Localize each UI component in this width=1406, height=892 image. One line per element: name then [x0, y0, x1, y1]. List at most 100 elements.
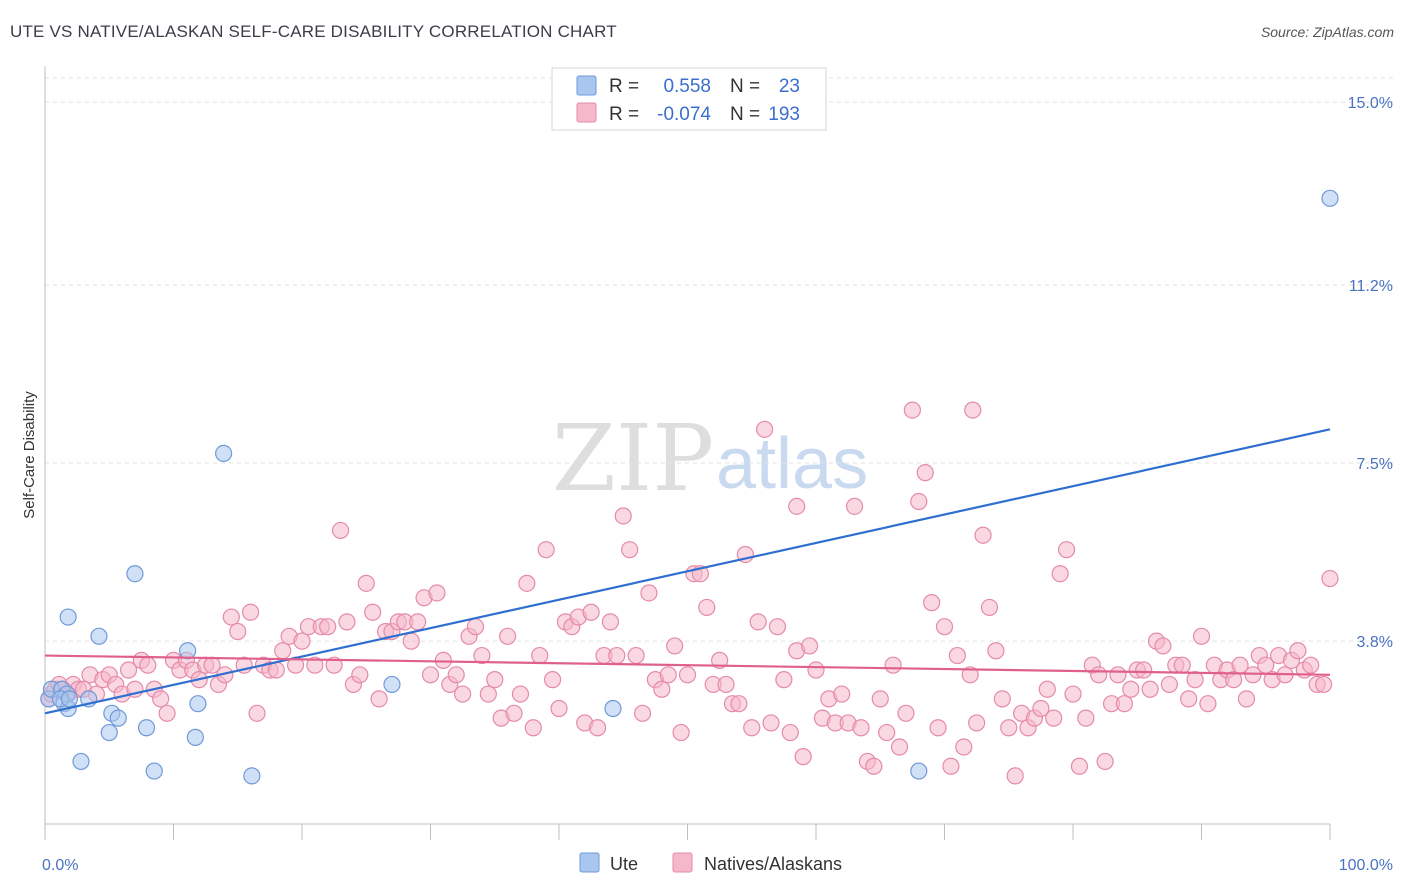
natives-point-69	[466, 618, 485, 636]
x-tick-label-end: 100.0%	[1339, 857, 1393, 874]
natives-point-140	[923, 594, 941, 612]
natives-point-150	[987, 642, 1005, 660]
natives-point-110	[730, 695, 748, 713]
natives-point-78	[524, 719, 542, 737]
ute-point-11	[100, 723, 118, 742]
natives-point-199	[1302, 656, 1320, 674]
natives-point-21	[158, 704, 176, 722]
natives-point-138	[910, 492, 928, 511]
natives-point-202	[1321, 569, 1339, 588]
legend-n-value-natives: 193	[768, 104, 800, 125]
natives-point-67	[454, 685, 472, 703]
watermark-zip: ZIP	[552, 405, 714, 512]
natives-point-173	[1135, 661, 1153, 679]
natives-point-75	[505, 704, 523, 722]
natives-point-98	[653, 680, 671, 698]
top-legend: R = 0.558 N = 23 R = -0.074 N = 193	[551, 67, 827, 131]
legend-swatch-ute	[576, 75, 597, 96]
natives-point-148	[974, 526, 992, 544]
bottom-legend-label-ute: Ute	[610, 854, 638, 874]
natives-point-60	[409, 613, 427, 631]
natives-point-158	[1038, 680, 1056, 698]
x-tick-label-start: 0.0%	[42, 857, 78, 874]
ute-point-13	[109, 709, 127, 727]
tick-labels: 3.8% 7.5% 11.2% 15.0% 0.0% 100.0%	[42, 95, 1393, 874]
natives-point-96	[640, 584, 658, 602]
natives-point-82	[550, 699, 568, 718]
ute-trend-line	[44, 428, 1331, 715]
ute-point-10	[90, 627, 108, 645]
natives-point-174	[1141, 680, 1159, 698]
ute-point-17	[179, 642, 197, 660]
natives-point-176	[1154, 637, 1172, 655]
natives-point-167	[1096, 752, 1114, 771]
natives-point-39	[274, 642, 292, 660]
watermark: ZIP atlas	[552, 405, 868, 512]
natives-point-48	[331, 521, 350, 540]
bottom-legend: Ute Natives/Alaskans	[579, 852, 842, 874]
natives-point-107	[711, 651, 729, 669]
ute-point-9	[59, 608, 77, 626]
y-tick-label-3: 15.0%	[1348, 95, 1393, 112]
natives-point-121	[800, 637, 819, 655]
natives-point-74	[499, 627, 517, 645]
natives-point-170	[1115, 695, 1134, 713]
natives-point-169	[1109, 666, 1127, 684]
natives-point-99	[659, 666, 677, 684]
natives-point-161	[1057, 541, 1076, 559]
natives-point-72	[486, 671, 504, 689]
natives-point-93	[621, 541, 639, 559]
natives-point-18	[139, 656, 157, 674]
natives-point-117	[775, 671, 793, 689]
natives-point-112	[743, 719, 761, 737]
natives-point-141	[929, 719, 947, 737]
trend-layer	[44, 428, 1331, 715]
natives-point-114	[755, 420, 774, 438]
natives-point-80	[537, 541, 555, 559]
ute-point-26	[72, 752, 90, 771]
legend-r-label-ute: R =	[609, 76, 639, 97]
natives-point-120	[794, 748, 812, 766]
ute-point-14	[126, 565, 144, 583]
natives-point-59	[402, 632, 420, 650]
natives-point-35	[248, 704, 266, 722]
natives-point-129	[852, 719, 870, 737]
legend-swatch-natives	[576, 102, 597, 123]
legend-n-value-ute: 23	[779, 76, 800, 97]
ute-point-7	[60, 690, 79, 708]
natives-point-116	[768, 618, 787, 636]
natives-point-145	[955, 738, 973, 756]
series-ute	[40, 189, 1339, 785]
ute-point-23	[604, 699, 622, 718]
natives-point-44	[306, 656, 324, 674]
natives-point-143	[942, 757, 960, 775]
natives-point-118	[781, 723, 799, 742]
natives-point-94	[627, 646, 645, 665]
ute-point-21	[243, 767, 261, 785]
natives-point-62	[421, 666, 440, 684]
natives-point-164	[1077, 709, 1095, 727]
natives-point-166	[1090, 666, 1108, 684]
grid-lines	[45, 77, 1395, 642]
natives-point-177	[1160, 675, 1178, 694]
natives-point-181	[1186, 671, 1204, 689]
y-tick-label-0: 3.8%	[1357, 634, 1393, 651]
legend-r-label-natives: R =	[609, 104, 639, 125]
natives-point-81	[543, 671, 562, 689]
natives-point-134	[884, 656, 902, 674]
natives-point-66	[447, 666, 465, 684]
legend-box	[551, 67, 827, 131]
natives-point-160	[1051, 565, 1069, 583]
y-tick-label-1: 7.5%	[1357, 456, 1393, 473]
natives-point-197	[1289, 642, 1307, 660]
ute-point-24	[910, 762, 928, 780]
natives-point-88	[588, 719, 607, 737]
natives-point-87	[582, 603, 600, 621]
watermark-atlas: atlas	[716, 424, 868, 504]
natives-point-70	[473, 646, 491, 665]
natives-point-132	[871, 690, 889, 708]
bottom-legend-label-natives: Natives/Alaskans	[704, 854, 842, 874]
source-label: Source: ZipAtlas.com	[1260, 24, 1394, 40]
natives-point-34	[242, 603, 260, 621]
bottom-legend-swatch-ute	[579, 852, 600, 873]
